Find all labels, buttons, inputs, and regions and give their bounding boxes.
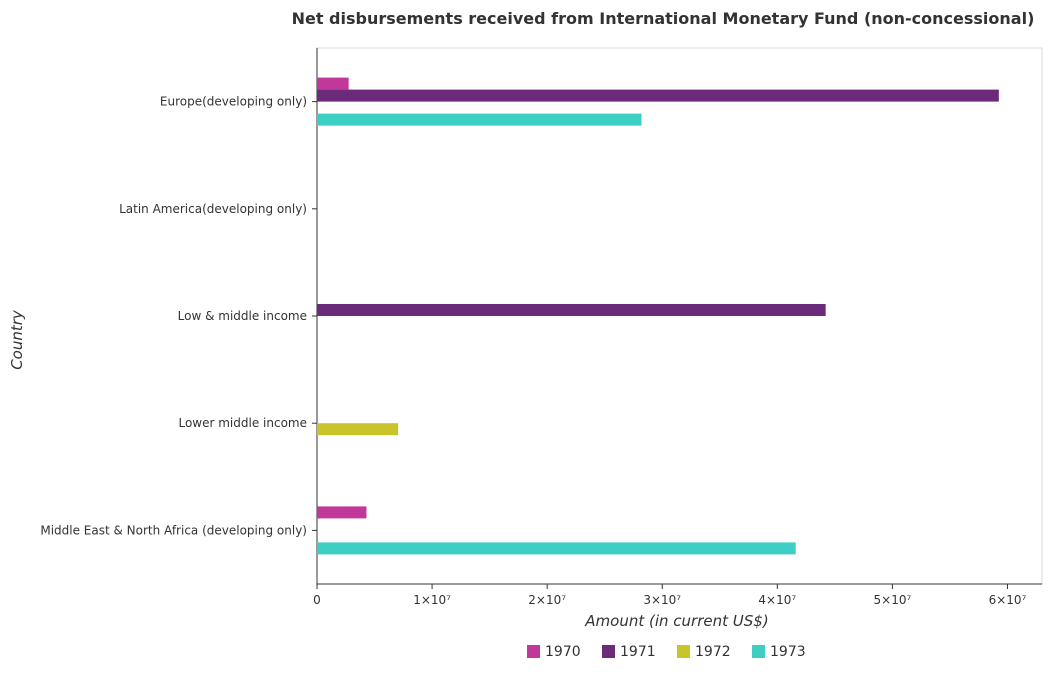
y-axis-label: Country: [8, 309, 26, 370]
legend-label-1973: 1973: [770, 644, 806, 660]
bar-1971-2: [317, 304, 826, 316]
bar-1970-0: [317, 78, 349, 90]
bar-1973-0: [317, 114, 642, 126]
bar-1972-3: [317, 423, 398, 435]
y-tick-label-2: Low & middle income: [178, 309, 307, 323]
y-tick-label-0: Europe(developing only): [160, 95, 307, 109]
x-tick-label-1: 1×10⁷: [413, 593, 451, 607]
legend-label-1971: 1971: [620, 644, 656, 660]
bar-1971-0: [317, 90, 999, 102]
x-tick-label-0: 0: [313, 593, 321, 607]
y-tick-labels: Europe(developing only) Latin America(dev…: [40, 95, 307, 538]
legend-swatch-1973: [752, 645, 765, 658]
legend-label-1970: 1970: [545, 644, 581, 660]
legend-label-1972: 1972: [695, 644, 731, 660]
y-tick-label-4: Middle East & North Africa (developing o…: [40, 523, 307, 537]
x-tick-label-4: 4×10⁷: [758, 593, 796, 607]
y-tick-label-3: Lower middle income: [178, 416, 307, 430]
plot-area: [312, 48, 1042, 584]
x-tick-label-2: 2×10⁷: [528, 593, 566, 607]
legend-swatch-1971: [602, 645, 615, 658]
x-tick-label-3: 3×10⁷: [643, 593, 681, 607]
x-axis: 0 1×10⁷ 2×10⁷ 3×10⁷ 4×10⁷ 5×10⁷ 6×10⁷: [313, 584, 1042, 607]
bar-1970-4: [317, 506, 366, 518]
chart-title: Net disbursements received from Internat…: [292, 9, 1035, 28]
x-tick-label-6: 6×10⁷: [989, 593, 1027, 607]
bar-1973-4: [317, 542, 796, 554]
legend-swatch-1970: [527, 645, 540, 658]
legend-swatch-1972: [677, 645, 690, 658]
legend: 1970 1971 1972 1973: [527, 644, 806, 660]
x-axis-label: Amount (in current US$): [584, 612, 768, 630]
x-tick-label-5: 5×10⁷: [874, 593, 912, 607]
y-tick-label-1: Latin America(developing only): [119, 202, 307, 216]
